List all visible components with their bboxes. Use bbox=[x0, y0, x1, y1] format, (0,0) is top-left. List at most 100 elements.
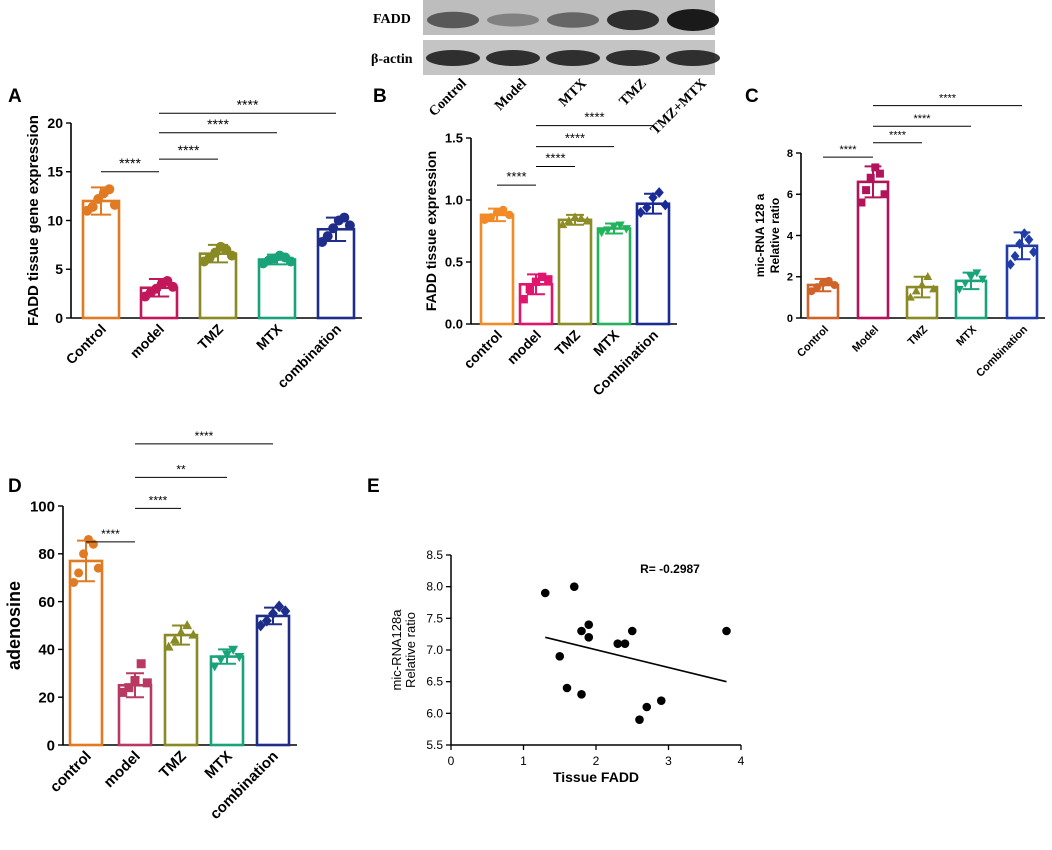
y-tick-label: 15 bbox=[47, 164, 63, 180]
data-point bbox=[136, 659, 146, 669]
y-axis-label: FADD tissue gene expression bbox=[25, 115, 42, 326]
data-point bbox=[866, 173, 875, 182]
data-point bbox=[615, 221, 625, 230]
y-tick-label: 80 bbox=[38, 546, 55, 563]
bar bbox=[557, 218, 593, 326]
data-point bbox=[597, 228, 607, 238]
y-tick-label: 0.0 bbox=[445, 317, 463, 332]
bar bbox=[163, 633, 199, 747]
data-point bbox=[498, 205, 508, 215]
x-tick-label: TMZ bbox=[194, 320, 226, 352]
significance-label: **** bbox=[939, 93, 957, 105]
significance-label: **** bbox=[506, 169, 526, 184]
data-point bbox=[328, 223, 339, 234]
y-tick-label: 0 bbox=[787, 313, 793, 325]
data-point bbox=[564, 216, 574, 225]
blot-band bbox=[606, 50, 660, 66]
data-point bbox=[620, 639, 630, 648]
y-tick-label: 1.0 bbox=[445, 193, 463, 208]
data-point bbox=[978, 275, 987, 284]
significance-label: **** bbox=[889, 130, 907, 142]
significance-label: **** bbox=[101, 527, 120, 541]
data-point bbox=[188, 629, 199, 639]
x-tick-label: 3 bbox=[665, 754, 672, 768]
data-point bbox=[871, 163, 880, 172]
y-axis-label: mic-RNA 128 a bbox=[753, 193, 767, 277]
data-point bbox=[228, 645, 239, 655]
chart-panel-a: 0 5 10 15 20 FADD tissue gene expression Contr… bbox=[25, 96, 362, 391]
data-point bbox=[824, 276, 833, 285]
significance-label: **** bbox=[565, 131, 585, 146]
y-tick-label: 20 bbox=[47, 115, 63, 131]
data-point bbox=[857, 198, 866, 207]
data-point bbox=[167, 281, 178, 292]
x-tick-label: TMZ bbox=[551, 326, 583, 358]
y-tick-label: 0 bbox=[47, 737, 55, 754]
bar bbox=[255, 614, 291, 747]
data-point bbox=[562, 683, 572, 693]
blot-band bbox=[666, 50, 720, 66]
blot-band bbox=[546, 50, 600, 66]
significance-label: **** bbox=[839, 144, 857, 156]
data-point bbox=[558, 219, 568, 229]
chart-panel-b: 0.0 0.5 1.0 1.5 FADD tissue expression contro… bbox=[423, 110, 677, 399]
bar bbox=[209, 655, 245, 747]
data-point bbox=[722, 626, 731, 636]
data-point bbox=[577, 626, 586, 636]
data-point bbox=[880, 190, 889, 199]
data-point bbox=[656, 696, 666, 705]
chart-panel-c: 0 2 4 6 8 mic-RNA 128 a Relative ratio Control M… bbox=[753, 93, 1045, 380]
data-point bbox=[584, 633, 594, 642]
data-point bbox=[1029, 246, 1038, 258]
blot-band bbox=[487, 13, 539, 27]
y-tick-label: 6.0 bbox=[426, 706, 443, 720]
panel-label-d: D bbox=[8, 476, 22, 497]
y-axis-label: adenosine bbox=[4, 581, 24, 670]
blot-band bbox=[607, 9, 659, 31]
y-axis-label: Relative ratio bbox=[768, 198, 782, 273]
x-tick-label: Model bbox=[850, 324, 881, 355]
data-point bbox=[74, 568, 84, 578]
data-point bbox=[222, 650, 232, 660]
data-point bbox=[577, 690, 586, 699]
data-point bbox=[88, 539, 98, 549]
data-point bbox=[505, 210, 514, 220]
data-point bbox=[923, 271, 933, 280]
y-tick-label: 5 bbox=[55, 261, 63, 277]
x-axis-label: Tissue FADD bbox=[553, 769, 639, 785]
data-point bbox=[972, 269, 982, 278]
data-point bbox=[613, 639, 623, 648]
data-point bbox=[570, 212, 580, 221]
y-tick-label: 40 bbox=[38, 642, 55, 659]
x-tick-label: model bbox=[504, 327, 544, 367]
significance-label: **** bbox=[545, 151, 565, 166]
data-point bbox=[1006, 259, 1015, 270]
data-point bbox=[234, 652, 245, 662]
y-tick-label: 60 bbox=[38, 594, 55, 611]
y-tick-label: 1.5 bbox=[445, 131, 463, 146]
blot-band bbox=[486, 50, 540, 66]
data-point bbox=[642, 201, 652, 213]
x-tick-label: MTX bbox=[253, 320, 286, 353]
data-point bbox=[540, 588, 550, 598]
x-tick-label: model bbox=[127, 321, 167, 361]
data-point bbox=[344, 220, 355, 231]
x-tick-label: Combination bbox=[974, 323, 1030, 379]
x-tick-label: 2 bbox=[593, 754, 600, 768]
data-point bbox=[339, 212, 350, 223]
blot-row-label: FADD bbox=[373, 12, 411, 27]
data-point bbox=[955, 285, 964, 294]
data-point bbox=[124, 683, 134, 693]
x-tick-label: TMZ bbox=[906, 323, 931, 348]
blot-lane-label: Model bbox=[492, 76, 530, 114]
data-point bbox=[525, 285, 535, 294]
x-tick-label: 4 bbox=[738, 754, 745, 768]
significance-label: **** bbox=[178, 142, 200, 158]
y-tick-label: 4 bbox=[787, 230, 794, 242]
data-point bbox=[537, 272, 547, 282]
x-tick-label: MTX bbox=[590, 326, 623, 359]
y-axis-label: Relative ratio bbox=[403, 612, 418, 688]
data-point bbox=[642, 702, 652, 712]
bar bbox=[81, 199, 121, 320]
y-axis-label: mic-RNA128a bbox=[389, 609, 404, 691]
